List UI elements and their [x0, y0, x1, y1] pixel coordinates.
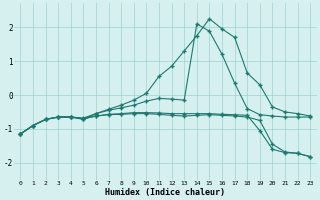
- X-axis label: Humidex (Indice chaleur): Humidex (Indice chaleur): [105, 188, 225, 197]
